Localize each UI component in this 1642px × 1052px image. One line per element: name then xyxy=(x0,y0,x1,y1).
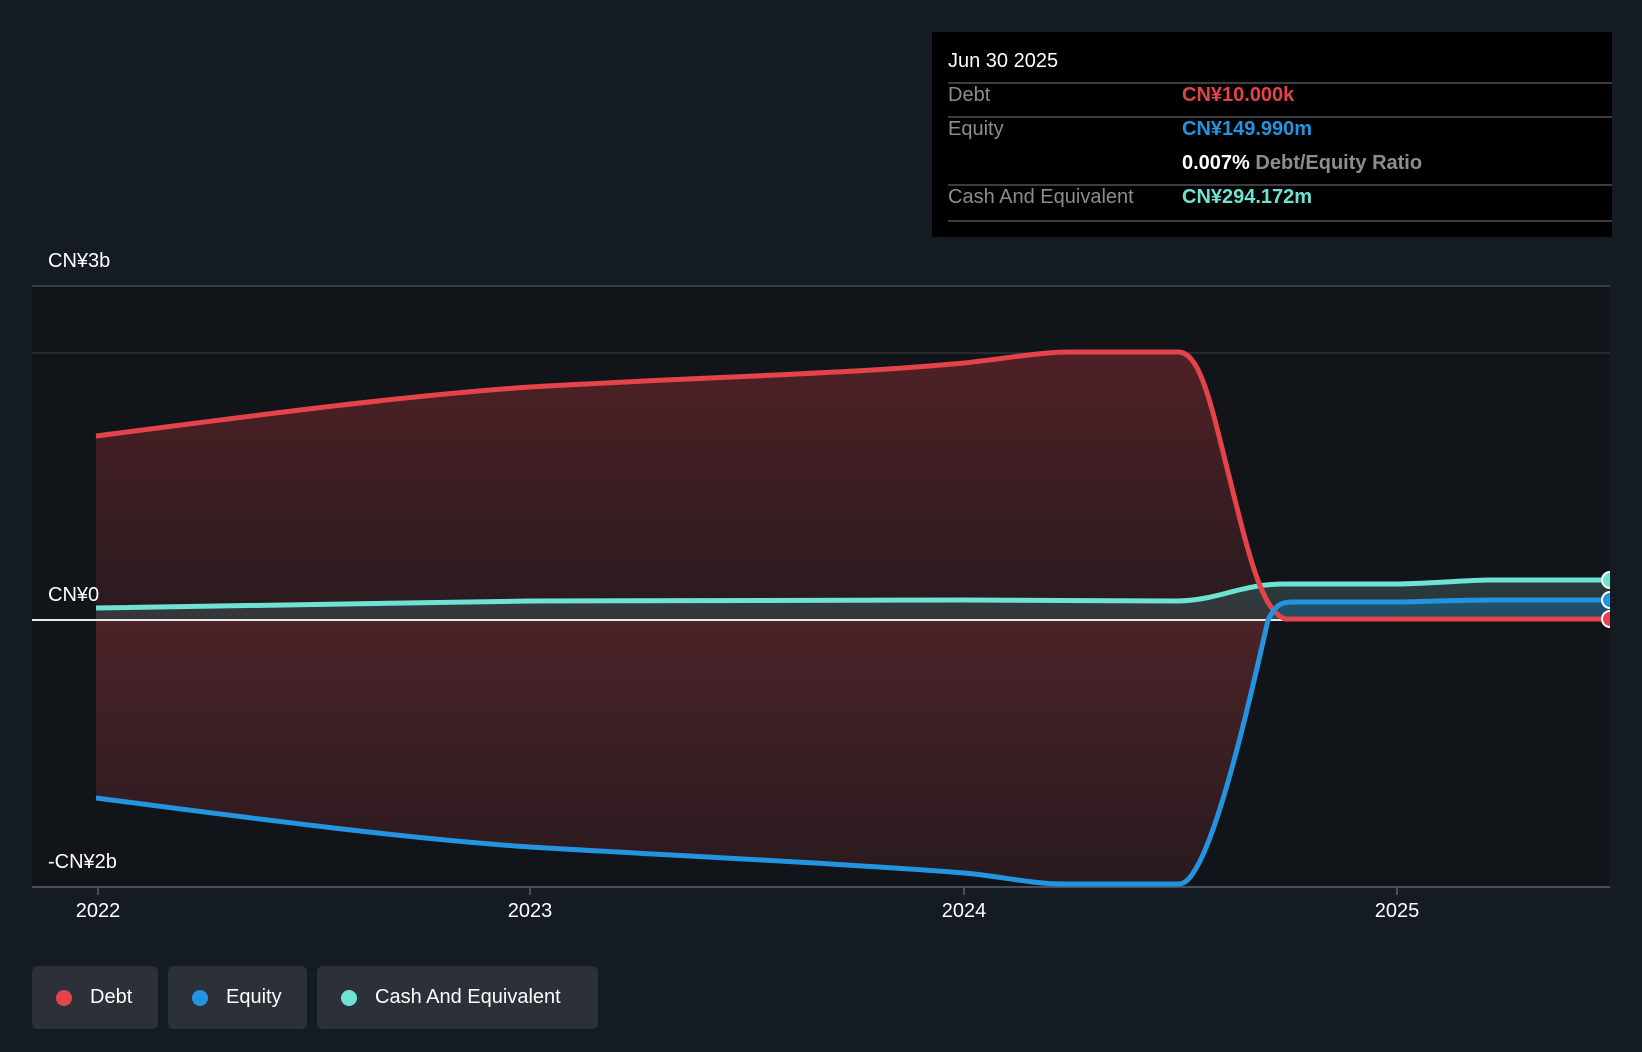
divider xyxy=(948,220,1612,222)
equity-line xyxy=(95,597,1610,887)
legend-label: Equity xyxy=(226,986,282,1008)
divider xyxy=(948,184,1612,186)
equity-negative-area xyxy=(96,620,1268,884)
x-tick-2022: 2022 xyxy=(75,900,121,922)
debt-dot-icon xyxy=(56,989,72,1006)
equity-positive-area xyxy=(1268,600,1610,620)
tooltip-ratio-label: Debt/Equity Ratio xyxy=(1255,152,1423,174)
x-tick-2024: 2024 xyxy=(941,900,987,922)
debt-area xyxy=(96,352,1285,620)
debt-line xyxy=(95,349,1610,622)
tooltip-cash-label: Cash And Equivalent xyxy=(948,186,1134,208)
cash-line xyxy=(95,577,1610,611)
cash-area xyxy=(96,580,1610,620)
tooltip-ratio-value: 0.007% xyxy=(1182,152,1250,174)
tooltip-debt-label: Debt xyxy=(948,84,991,106)
x-tick-2025: 2025 xyxy=(1374,900,1420,922)
tooltip-cash-value: CN¥294.172m xyxy=(1182,186,1313,208)
legend-item-equity[interactable]: Equity xyxy=(168,966,307,1029)
tooltip-date: Jun 30 2025 xyxy=(948,50,1059,72)
plot-right-margin xyxy=(1610,286,1642,888)
y-tick-neg2b: -CN¥2b xyxy=(48,851,117,873)
tooltip-ratio: 0.007% Debt/Equity Ratio xyxy=(1182,152,1422,175)
legend-item-cash[interactable]: Cash And Equivalent xyxy=(317,966,598,1029)
y-tick-3b: CN¥3b xyxy=(48,250,111,272)
cash-dot-icon xyxy=(341,989,357,1006)
chart-legend: Debt Equity Cash And Equivalent xyxy=(32,966,598,1029)
tooltip-debt-value: CN¥10.000k xyxy=(1182,84,1295,106)
legend-label: Cash And Equivalent xyxy=(375,986,561,1008)
legend-item-debt[interactable]: Debt xyxy=(32,966,158,1029)
tooltip-equity-value: CN¥149.990m xyxy=(1182,118,1313,140)
divider xyxy=(948,82,1612,84)
tooltip-equity-label: Equity xyxy=(948,118,1004,140)
data-tooltip: Jun 30 2025 Debt CN¥10.000k Equity CN¥14… xyxy=(932,32,1612,237)
equity-dot-icon xyxy=(192,989,208,1006)
divider xyxy=(948,116,1612,118)
legend-label: Debt xyxy=(90,986,133,1008)
y-tick-0: CN¥0 xyxy=(48,584,100,606)
x-tick-2023: 2023 xyxy=(507,900,553,922)
